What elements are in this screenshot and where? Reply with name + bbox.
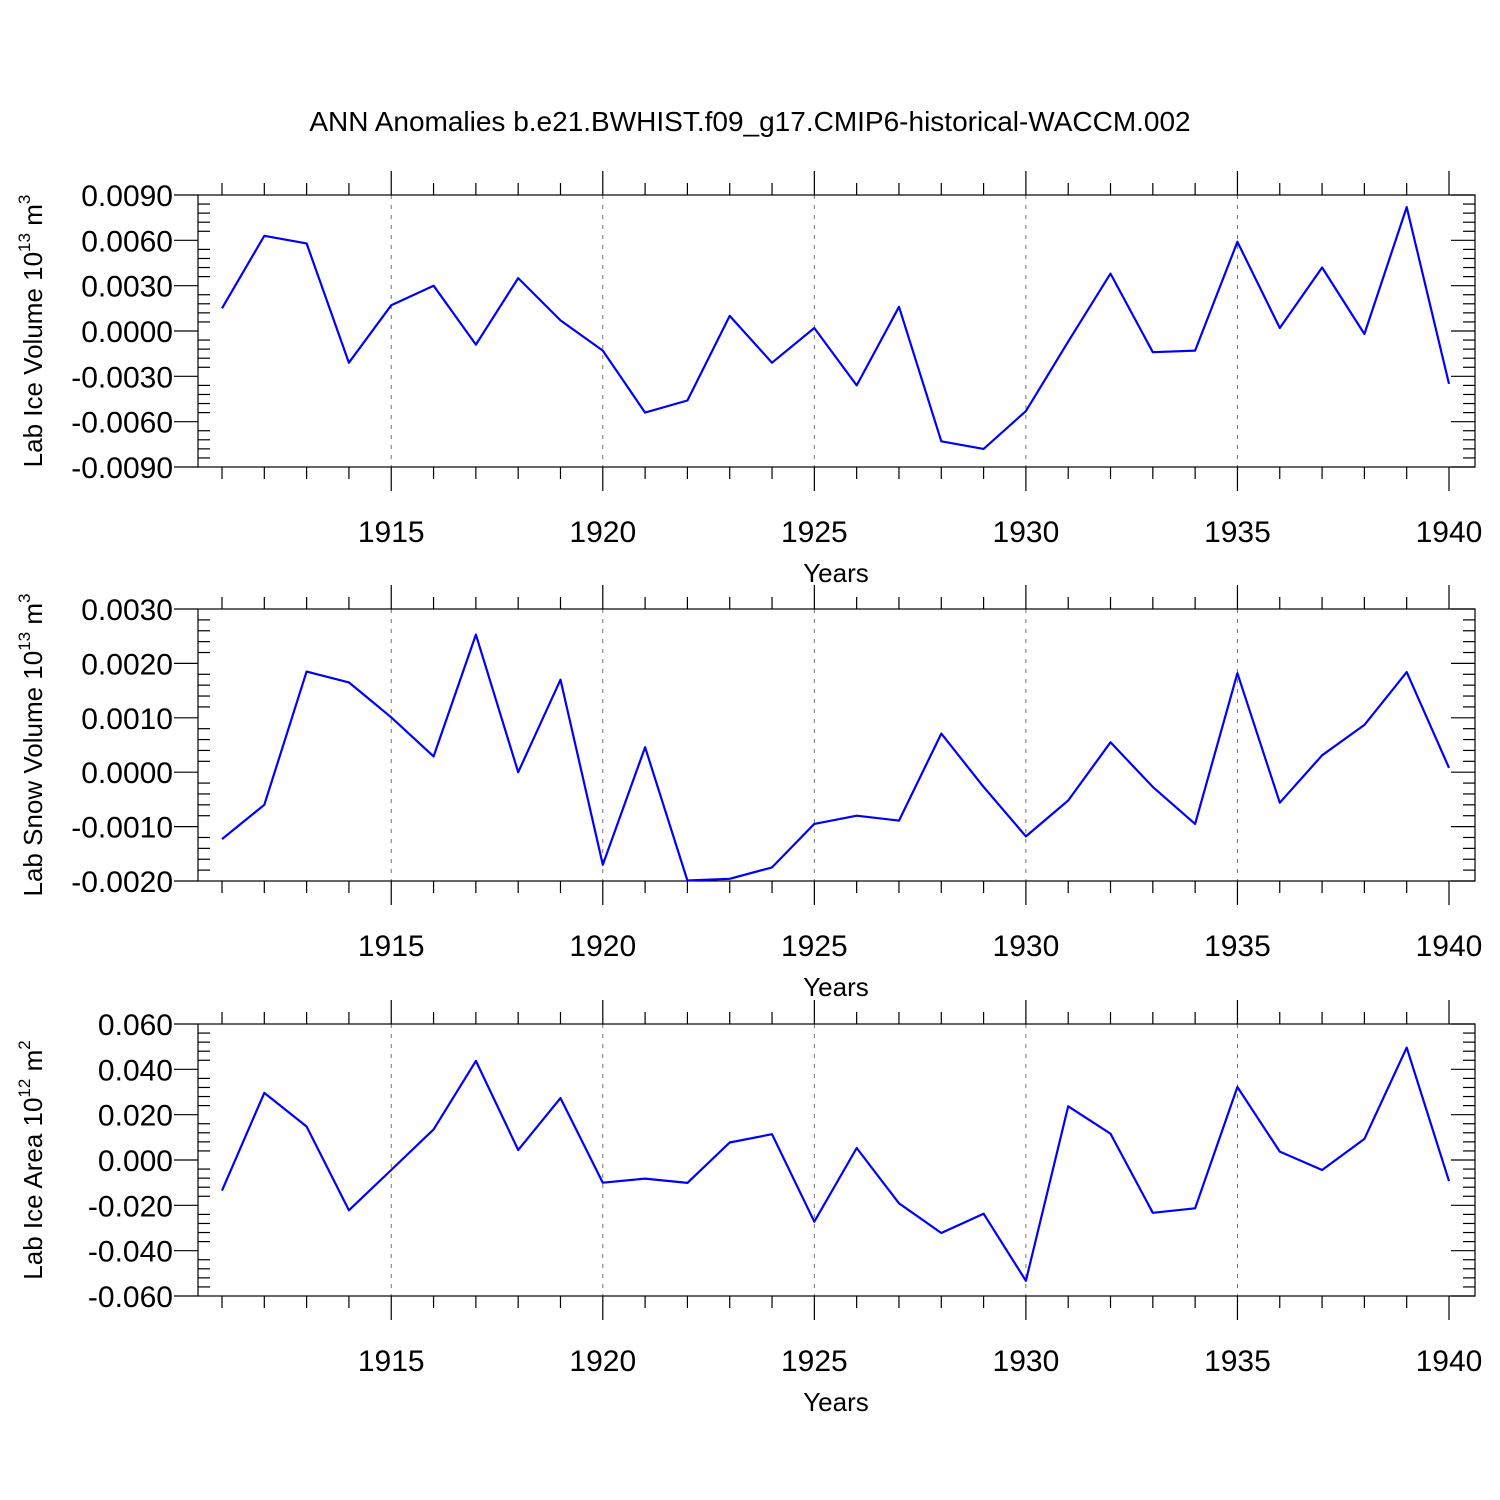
y-axis-title-part: Lab Ice Volume 10: [18, 252, 48, 467]
y-tick-label: 0.0000: [81, 757, 173, 790]
y-tick-label: -0.0030: [71, 361, 173, 394]
panel-3: 1915 1920 1925 1930 1935 1940 Years -0.060 -0.04…: [15, 1000, 1482, 1417]
x-tick-label: 1935: [1204, 516, 1271, 549]
y-axis-title: Lab Ice Area 1012 m2: [15, 1040, 48, 1279]
panel-1: 1915 1920 1925 1930 1935 1940 Years -0.0090 -0.0…: [15, 171, 1482, 588]
y-axis-title-superscript: 3: [15, 195, 34, 204]
y-tick-label: 0.0000: [81, 316, 173, 349]
plot-frame: [197, 194, 1476, 468]
y-tick-label: -0.040: [88, 1236, 173, 1269]
y-tick-label: 0.0090: [81, 180, 173, 213]
y-axis-title-part: Lab Ice Area 10: [18, 1098, 48, 1280]
x-tick-label: 1920: [569, 1345, 636, 1378]
y-tick-label: 0.060: [98, 1009, 173, 1042]
y-axis-title-part: Lab Snow Volume 10: [18, 651, 48, 897]
y-tick-label: 0.0030: [81, 594, 173, 627]
panels: 1915 1920 1925 1930 1935 1940 Years -0.0090 -0.0…: [15, 171, 1482, 1417]
y-axis-title-superscript: 2: [15, 1040, 34, 1049]
x-tick-label: 1920: [569, 516, 636, 549]
x-axis-title: Years: [803, 1387, 869, 1417]
y-tick-label: -0.060: [88, 1281, 173, 1314]
y-axis-title-superscript: 13: [15, 632, 34, 651]
x-tick-label: 1930: [993, 516, 1060, 549]
y-axis-title: Lab Ice Volume 1013 m3: [15, 195, 48, 468]
panel-2: 1915 1920 1925 1930 1935 1940 Years -0.0020 -0.0…: [15, 585, 1482, 1002]
x-tick-label: 1925: [781, 1345, 848, 1378]
y-tick-label: 0.040: [98, 1054, 173, 1087]
y-tick-label: 0.020: [98, 1100, 173, 1133]
y-axis-title-superscript: 3: [15, 593, 34, 602]
y-axis-title-part: m: [18, 603, 48, 632]
x-tick-label: 1925: [781, 930, 848, 963]
figure-title: ANN Anomalies b.e21.BWHIST.f09_g17.CMIP6…: [309, 106, 1190, 137]
x-tick-label: 1940: [1416, 1345, 1483, 1378]
x-axis-title: Years: [803, 558, 869, 588]
plot-frame: [197, 1023, 1476, 1297]
y-tick-label: 0.0030: [81, 271, 173, 304]
x-tick-label: 1930: [993, 930, 1060, 963]
x-tick-label: 1935: [1204, 930, 1271, 963]
series-line: [221, 633, 1451, 882]
y-tick-label: -0.0020: [71, 866, 173, 899]
y-axis-title-part: m: [18, 204, 48, 233]
y-tick-label: 0.000: [98, 1145, 173, 1178]
y-tick-label: -0.020: [88, 1190, 173, 1223]
x-tick-label: 1915: [358, 1345, 425, 1378]
y-tick-label: -0.0060: [71, 407, 173, 440]
series-line: [221, 206, 1451, 450]
x-tick-label: 1915: [358, 930, 425, 963]
x-tick-label: 1940: [1416, 516, 1483, 549]
y-axis-title: Lab Snow Volume 1013 m3: [15, 593, 48, 896]
x-tick-label: 1925: [781, 516, 848, 549]
y-tick-label: 0.0010: [81, 703, 173, 736]
y-tick-label: -0.0010: [71, 812, 173, 845]
y-axis-title-superscript: 13: [15, 233, 34, 252]
y-axis-title-part: m: [18, 1050, 48, 1079]
x-tick-label: 1940: [1416, 930, 1483, 963]
y-axis-title-superscript: 12: [15, 1079, 34, 1098]
y-tick-label: 0.0060: [81, 225, 173, 258]
x-tick-label: 1915: [358, 516, 425, 549]
x-tick-label: 1935: [1204, 1345, 1271, 1378]
y-tick-label: -0.0090: [71, 452, 173, 485]
series-line: [220, 1046, 1451, 1282]
plot-frame: [197, 608, 1476, 882]
x-tick-label: 1920: [569, 930, 636, 963]
y-tick-label: 0.0020: [81, 648, 173, 681]
x-tick-label: 1930: [993, 1345, 1060, 1378]
x-axis-title: Years: [803, 972, 869, 1002]
